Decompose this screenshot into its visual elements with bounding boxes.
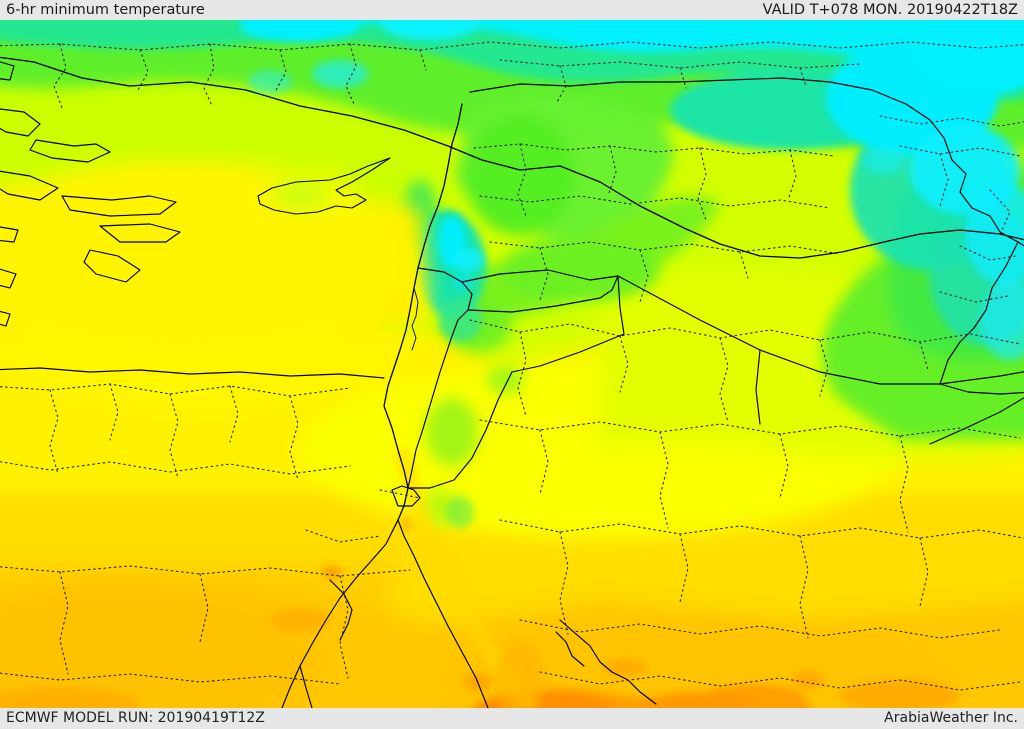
model-run-label: ECMWF MODEL RUN: 20190419T12Z bbox=[6, 710, 265, 726]
page-title: 6-hr minimum temperature bbox=[6, 1, 205, 18]
cyan-coldest-cores bbox=[240, 20, 1024, 360]
footer-bar: ECMWF MODEL RUN: 20190419T12Z ArabiaWeat… bbox=[0, 708, 1024, 729]
gold-southern-egypt bbox=[0, 490, 1024, 708]
header-bar: 6-hr minimum temperature VALID T+078 MON… bbox=[0, 0, 1024, 20]
attribution-label: ArabiaWeather Inc. bbox=[884, 710, 1018, 726]
red-sea-field bbox=[392, 448, 544, 708]
mediterranean-sea-field bbox=[0, 160, 430, 360]
coastlines-and-borders bbox=[0, 56, 1024, 708]
temperature-map[interactable] bbox=[0, 20, 1024, 708]
admin-boundaries-dotted bbox=[0, 41, 1024, 691]
valid-time-label: VALID T+078 MON. 20190422T18Z bbox=[762, 1, 1018, 18]
temperature-field bbox=[0, 20, 1024, 708]
orange-southern-arabia bbox=[0, 510, 960, 708]
